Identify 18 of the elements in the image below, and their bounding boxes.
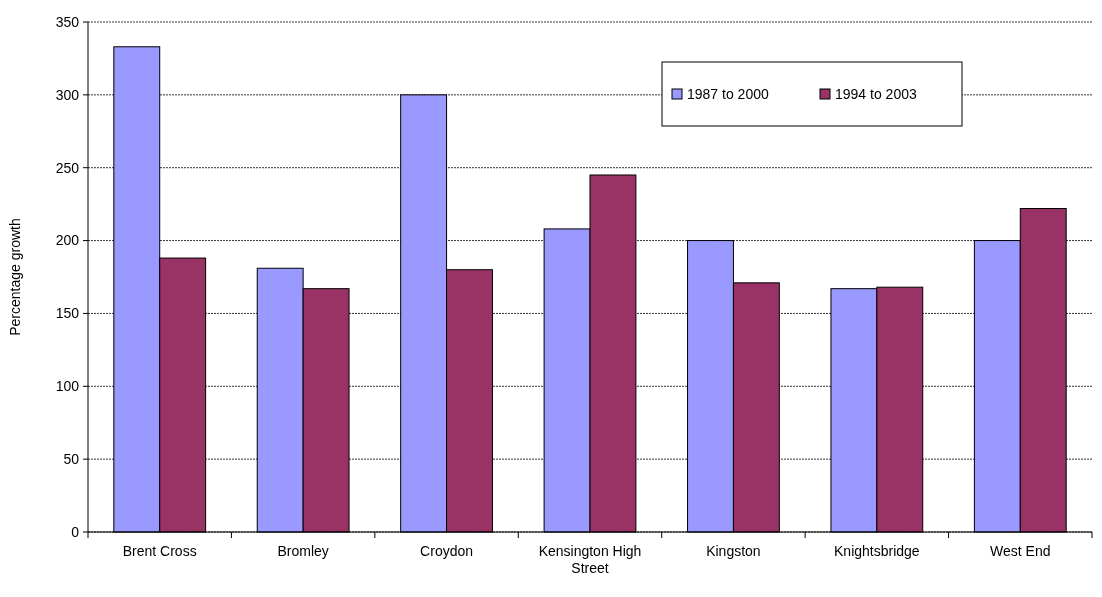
y-tick-label: 350 xyxy=(55,13,80,30)
y-axis-title: Percentage growth xyxy=(7,218,23,336)
y-tick-label: 200 xyxy=(55,232,80,249)
x-tick-label: Kensington High Street xyxy=(538,543,642,576)
x-tick-label: Croydon xyxy=(420,543,474,559)
x-tick-label: Knightsbridge xyxy=(834,543,920,559)
x-tick-label: Brent Cross xyxy=(122,543,197,559)
y-tick-label: 250 xyxy=(55,159,80,176)
y-tick-label: 150 xyxy=(55,305,80,322)
legend-label: 1994 to 2003 xyxy=(835,85,917,102)
y-tick-label: 100 xyxy=(55,378,80,395)
y-tick-label: 0 xyxy=(71,523,80,540)
x-tick-label: Kingston xyxy=(706,543,761,559)
x-tick-label: Bromley xyxy=(277,543,329,559)
legend-label: 1987 to 2000 xyxy=(687,85,769,102)
y-tick-label: 300 xyxy=(55,86,80,103)
x-tick-label: West End xyxy=(990,543,1051,559)
y-tick-label: 50 xyxy=(63,451,80,468)
